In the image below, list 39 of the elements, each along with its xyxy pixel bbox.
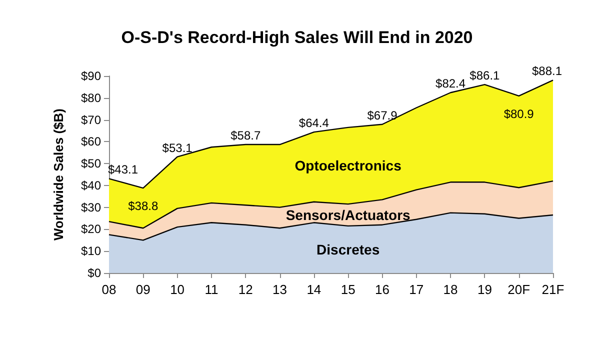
x-tick-label: 19 [477, 282, 492, 297]
x-tick-label: 15 [340, 282, 356, 297]
total-label: $80.9 [504, 106, 534, 121]
y-tick-label: $20 [80, 222, 102, 236]
x-tick-label: 13 [272, 282, 288, 297]
y-tick-label: $30 [80, 200, 102, 214]
y-tick-label: $50 [80, 156, 102, 171]
x-tick-label: 08 [102, 282, 116, 297]
x-tick-label: 09 [136, 282, 150, 297]
x-tick-label: 14 [306, 282, 322, 297]
total-label: $58.7 [230, 128, 261, 143]
x-tick-label: 12 [238, 282, 253, 297]
x-tick-label: 21F [542, 282, 564, 297]
total-label: $38.8 [128, 199, 158, 214]
x-tick-label: 11 [204, 282, 218, 297]
x-tick-label: 17 [409, 282, 424, 297]
y-tick-label: $90 [80, 69, 102, 83]
total-label: $86.1 [470, 68, 500, 83]
y-tick-label: $70 [80, 112, 102, 127]
total-label: $64.4 [298, 116, 330, 130]
chart-title: O-S-D's Record-High Sales Will End in 2020 [121, 28, 473, 47]
series-label: Discretes [316, 241, 380, 258]
y-tick-label: $10 [80, 244, 102, 258]
series-label: Optoelectronics [294, 158, 402, 174]
total-label: $88.1 [532, 64, 562, 78]
total-label: $43.1 [108, 162, 138, 177]
series-label: Sensors/Actuators [286, 206, 411, 223]
y-tick-label: $80 [80, 90, 102, 105]
total-label: $82.4 [436, 76, 466, 91]
y-tick-label: $40 [80, 178, 102, 192]
x-tick-label: 10 [170, 282, 185, 297]
x-tick-label: 18 [443, 282, 458, 297]
total-label: $67.9 [367, 108, 398, 122]
x-tick-label: 16 [374, 282, 390, 297]
y-tick-label: $60 [80, 134, 102, 149]
x-tick-label: 20F [508, 282, 530, 297]
total-label: $53.1 [162, 140, 193, 155]
y-tick-label: $0 [88, 266, 102, 280]
y-axis-title: Worldwide Sales ($B) [51, 108, 66, 240]
